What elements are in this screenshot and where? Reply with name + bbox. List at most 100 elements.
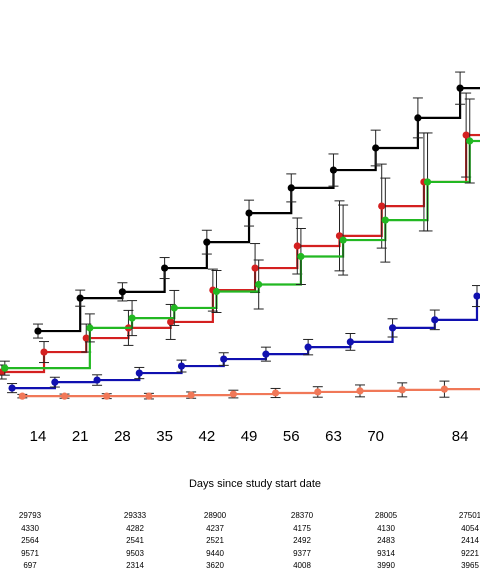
- point: [304, 343, 312, 351]
- step-segment: [12, 382, 56, 390]
- point: [34, 327, 42, 335]
- point: [229, 390, 237, 398]
- point: [440, 385, 449, 393]
- risk-table-cell: 29793: [19, 511, 42, 520]
- point: [187, 391, 195, 399]
- x-tick-label: 70: [367, 428, 384, 445]
- step-segment: [164, 242, 208, 270]
- point: [271, 389, 280, 397]
- x-tick-label: 28: [114, 428, 131, 445]
- point: [255, 280, 263, 289]
- point: [86, 324, 94, 332]
- point: [251, 264, 259, 272]
- step-segment: [381, 181, 426, 208]
- x-tick-label: 56: [283, 428, 300, 445]
- step-segment: [375, 117, 419, 150]
- x-tick-label: 49: [241, 428, 258, 445]
- step-segment: [258, 256, 303, 286]
- point: [431, 316, 439, 324]
- step-segment: [350, 327, 394, 343]
- point: [414, 114, 422, 122]
- step-segment: [80, 291, 124, 300]
- step-segment: [139, 366, 183, 375]
- risk-table-cell: 2541: [126, 536, 144, 545]
- step-segment: [223, 354, 268, 361]
- point: [135, 369, 143, 377]
- series: [17, 380, 480, 400]
- step-segment: [297, 235, 341, 248]
- risk-table-cell: 28900: [204, 511, 227, 520]
- risk-table-cell: 2414: [461, 536, 479, 545]
- step-segment: [333, 148, 377, 172]
- x-tick-label: 63: [325, 428, 342, 445]
- step-segment: [37, 298, 82, 333]
- risk-table-cell: 9314: [377, 549, 395, 558]
- point: [473, 292, 480, 300]
- step-segment: [44, 338, 88, 354]
- step-segment: [275, 391, 319, 395]
- risk-table-cell: 28005: [375, 511, 398, 520]
- risk-table-cell: 4054: [461, 524, 479, 533]
- step-segment: [291, 170, 335, 189]
- point: [297, 252, 305, 261]
- point: [456, 84, 464, 92]
- step-segment: [385, 181, 429, 222]
- step-segment: [122, 268, 166, 293]
- step-segment: [216, 284, 260, 293]
- risk-table-cell: 4237: [206, 524, 224, 533]
- risk-table-cell: 2492: [293, 536, 311, 545]
- point: [329, 166, 338, 174]
- series: [32, 71, 480, 339]
- point: [466, 137, 474, 145]
- point: [293, 242, 301, 250]
- step-segment: [392, 319, 436, 329]
- point: [245, 209, 253, 217]
- step-segment: [423, 135, 468, 184]
- risk-table-cell: 9503: [126, 549, 144, 558]
- risk-table-cell: 9440: [206, 549, 224, 558]
- risk-table-cell: 2314: [126, 561, 144, 570]
- x-tick-label: 21: [72, 428, 89, 445]
- point: [381, 216, 389, 224]
- step-segment: [317, 390, 362, 394]
- step-segment: [97, 373, 141, 382]
- point: [103, 392, 111, 400]
- point: [93, 376, 101, 384]
- step-segment: [434, 296, 479, 321]
- step-segment: [148, 395, 193, 398]
- point: [161, 264, 169, 272]
- point: [40, 348, 48, 356]
- step-segment: [300, 240, 345, 258]
- risk-table-cell: 697: [23, 561, 37, 570]
- point: [378, 202, 386, 210]
- step-segment: [339, 206, 383, 237]
- step-segment: [402, 388, 446, 391]
- step-segment: [360, 389, 404, 392]
- risk-table-cell: 3990: [377, 561, 395, 570]
- risk-table-cell: 4130: [377, 524, 395, 533]
- point: [82, 334, 90, 342]
- point: [145, 392, 153, 400]
- point: [8, 384, 16, 392]
- point: [51, 378, 59, 386]
- point: [177, 362, 186, 370]
- risk-table-cell: 3965: [461, 561, 479, 570]
- point: [314, 388, 322, 396]
- step-segment: [181, 359, 225, 368]
- point: [423, 178, 432, 186]
- point: [170, 304, 178, 312]
- point: [128, 314, 136, 322]
- x-tick-label: 14: [30, 428, 47, 445]
- risk-table-cell: 4175: [293, 524, 311, 533]
- step-segment: [54, 380, 99, 384]
- step-segment: [206, 213, 251, 244]
- series: [7, 285, 480, 394]
- point: [398, 386, 406, 394]
- risk-table-cell: 9377: [293, 549, 311, 558]
- point: [118, 288, 127, 296]
- step-segment: [128, 321, 172, 329]
- step-segment: [212, 268, 257, 292]
- step-segment: [417, 88, 462, 119]
- step-segment: [191, 394, 235, 397]
- point: [76, 294, 84, 302]
